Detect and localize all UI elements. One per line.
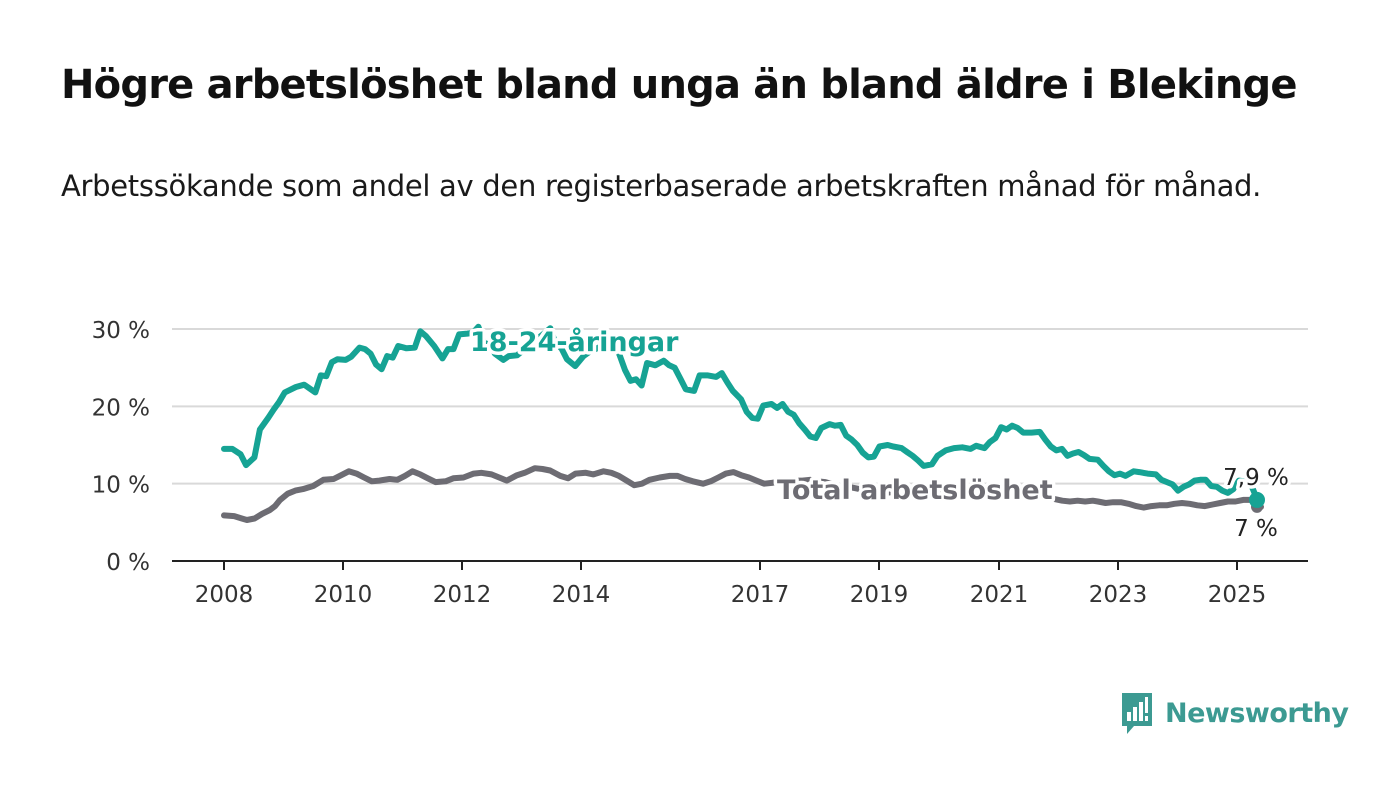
y-tick-label: 10 % — [92, 473, 150, 499]
svg-text:18-24-åringar: 18-24-åringar — [470, 326, 679, 358]
bar-chart-logo-icon — [1122, 693, 1152, 734]
end-point-youth — [1249, 491, 1265, 508]
x-tick-label: 2025 — [1208, 582, 1267, 608]
x-tick-label: 2017 — [731, 582, 790, 608]
brand-name: Newsworthy — [1165, 697, 1349, 729]
end-label-youth: 7,9 %7,9 % — [1220, 462, 1293, 495]
x-tick-label: 2008 — [195, 582, 254, 608]
y-tick-label: 0 % — [106, 550, 150, 576]
series-lines — [221, 323, 1265, 523]
y-tick-label: 30 % — [92, 318, 150, 344]
y-tick-label: 20 % — [92, 395, 150, 421]
series-line-youth — [221, 323, 1264, 503]
x-tick-label: 2014 — [552, 582, 611, 608]
gridlines — [172, 328, 1308, 485]
x-axis-ticks: 2008 2010 2012 2014 2017 2019 2021 2023 2025 — [195, 561, 1267, 608]
x-tick-label: 2010 — [314, 582, 373, 608]
svg-text:Total arbetslöshet: Total arbetslöshet — [777, 475, 1053, 506]
y-axis-tick-labels: 0 % 10 % 20 % 30 % — [92, 318, 150, 576]
svg-text:Total arbetslöshet: Total arbetslöshet — [777, 475, 1053, 506]
chart-title: Högre arbetslöshet bland unga än bland ä… — [61, 62, 1298, 108]
svg-text:7,9 %: 7,9 % — [1223, 465, 1289, 491]
end-label-total: 7 %7 % — [1231, 513, 1282, 546]
chart-subtitle: Arbetssökande som andel av den registerb… — [61, 169, 1262, 203]
svg-text:18-24-åringar: 18-24-åringar — [470, 326, 679, 358]
x-tick-label: 2012 — [433, 582, 492, 608]
svg-text:7,9 %: 7,9 % — [1223, 465, 1289, 491]
x-tick-label: 2019 — [850, 582, 909, 608]
newsworthy-brand: Newsworthy — [1119, 690, 1349, 736]
svg-text:7 %: 7 % — [1234, 516, 1278, 542]
series-line-total — [221, 465, 1264, 523]
x-tick-label: 2023 — [1089, 582, 1148, 608]
x-tick-label: 2021 — [970, 582, 1029, 608]
svg-text:7 %: 7 % — [1234, 516, 1278, 542]
